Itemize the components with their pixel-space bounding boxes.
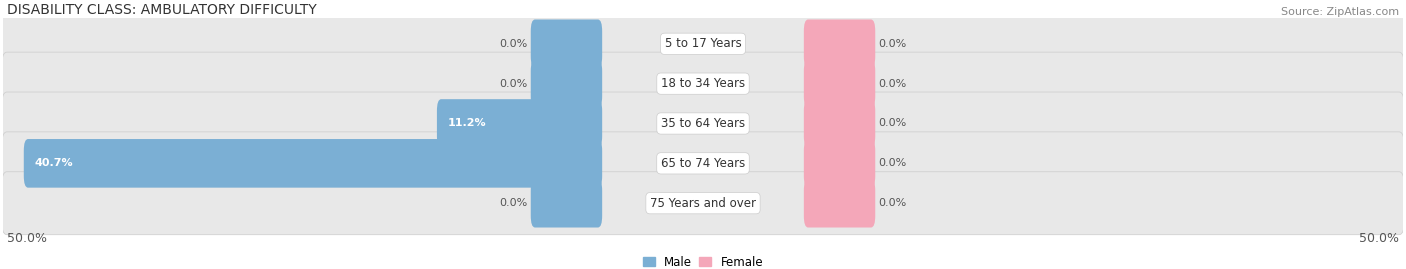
Text: 0.0%: 0.0% bbox=[499, 198, 527, 208]
Text: 0.0%: 0.0% bbox=[499, 39, 527, 49]
FancyBboxPatch shape bbox=[804, 59, 876, 108]
Text: 75 Years and over: 75 Years and over bbox=[650, 197, 756, 210]
FancyBboxPatch shape bbox=[1, 12, 1405, 75]
Text: 18 to 34 Years: 18 to 34 Years bbox=[661, 77, 745, 90]
Text: 50.0%: 50.0% bbox=[1360, 232, 1399, 245]
FancyBboxPatch shape bbox=[530, 19, 602, 68]
Text: 0.0%: 0.0% bbox=[879, 39, 907, 49]
Text: 0.0%: 0.0% bbox=[879, 79, 907, 89]
FancyBboxPatch shape bbox=[530, 179, 602, 228]
Text: DISABILITY CLASS: AMBULATORY DIFFICULTY: DISABILITY CLASS: AMBULATORY DIFFICULTY bbox=[7, 3, 316, 17]
Text: Source: ZipAtlas.com: Source: ZipAtlas.com bbox=[1281, 7, 1399, 17]
Text: 11.2%: 11.2% bbox=[449, 118, 486, 129]
FancyBboxPatch shape bbox=[804, 179, 876, 228]
Text: 35 to 64 Years: 35 to 64 Years bbox=[661, 117, 745, 130]
Legend: Male, Female: Male, Female bbox=[643, 256, 763, 269]
FancyBboxPatch shape bbox=[804, 139, 876, 188]
Text: 0.0%: 0.0% bbox=[499, 79, 527, 89]
Text: 40.7%: 40.7% bbox=[35, 158, 73, 168]
Text: 50.0%: 50.0% bbox=[7, 232, 46, 245]
FancyBboxPatch shape bbox=[804, 19, 876, 68]
Text: 0.0%: 0.0% bbox=[879, 118, 907, 129]
FancyBboxPatch shape bbox=[1, 92, 1405, 155]
FancyBboxPatch shape bbox=[24, 139, 602, 188]
FancyBboxPatch shape bbox=[1, 172, 1405, 235]
Text: 0.0%: 0.0% bbox=[879, 198, 907, 208]
Text: 5 to 17 Years: 5 to 17 Years bbox=[665, 37, 741, 50]
FancyBboxPatch shape bbox=[437, 99, 602, 148]
FancyBboxPatch shape bbox=[1, 52, 1405, 115]
FancyBboxPatch shape bbox=[530, 59, 602, 108]
FancyBboxPatch shape bbox=[1, 132, 1405, 195]
Text: 65 to 74 Years: 65 to 74 Years bbox=[661, 157, 745, 170]
Text: 0.0%: 0.0% bbox=[879, 158, 907, 168]
FancyBboxPatch shape bbox=[804, 99, 876, 148]
